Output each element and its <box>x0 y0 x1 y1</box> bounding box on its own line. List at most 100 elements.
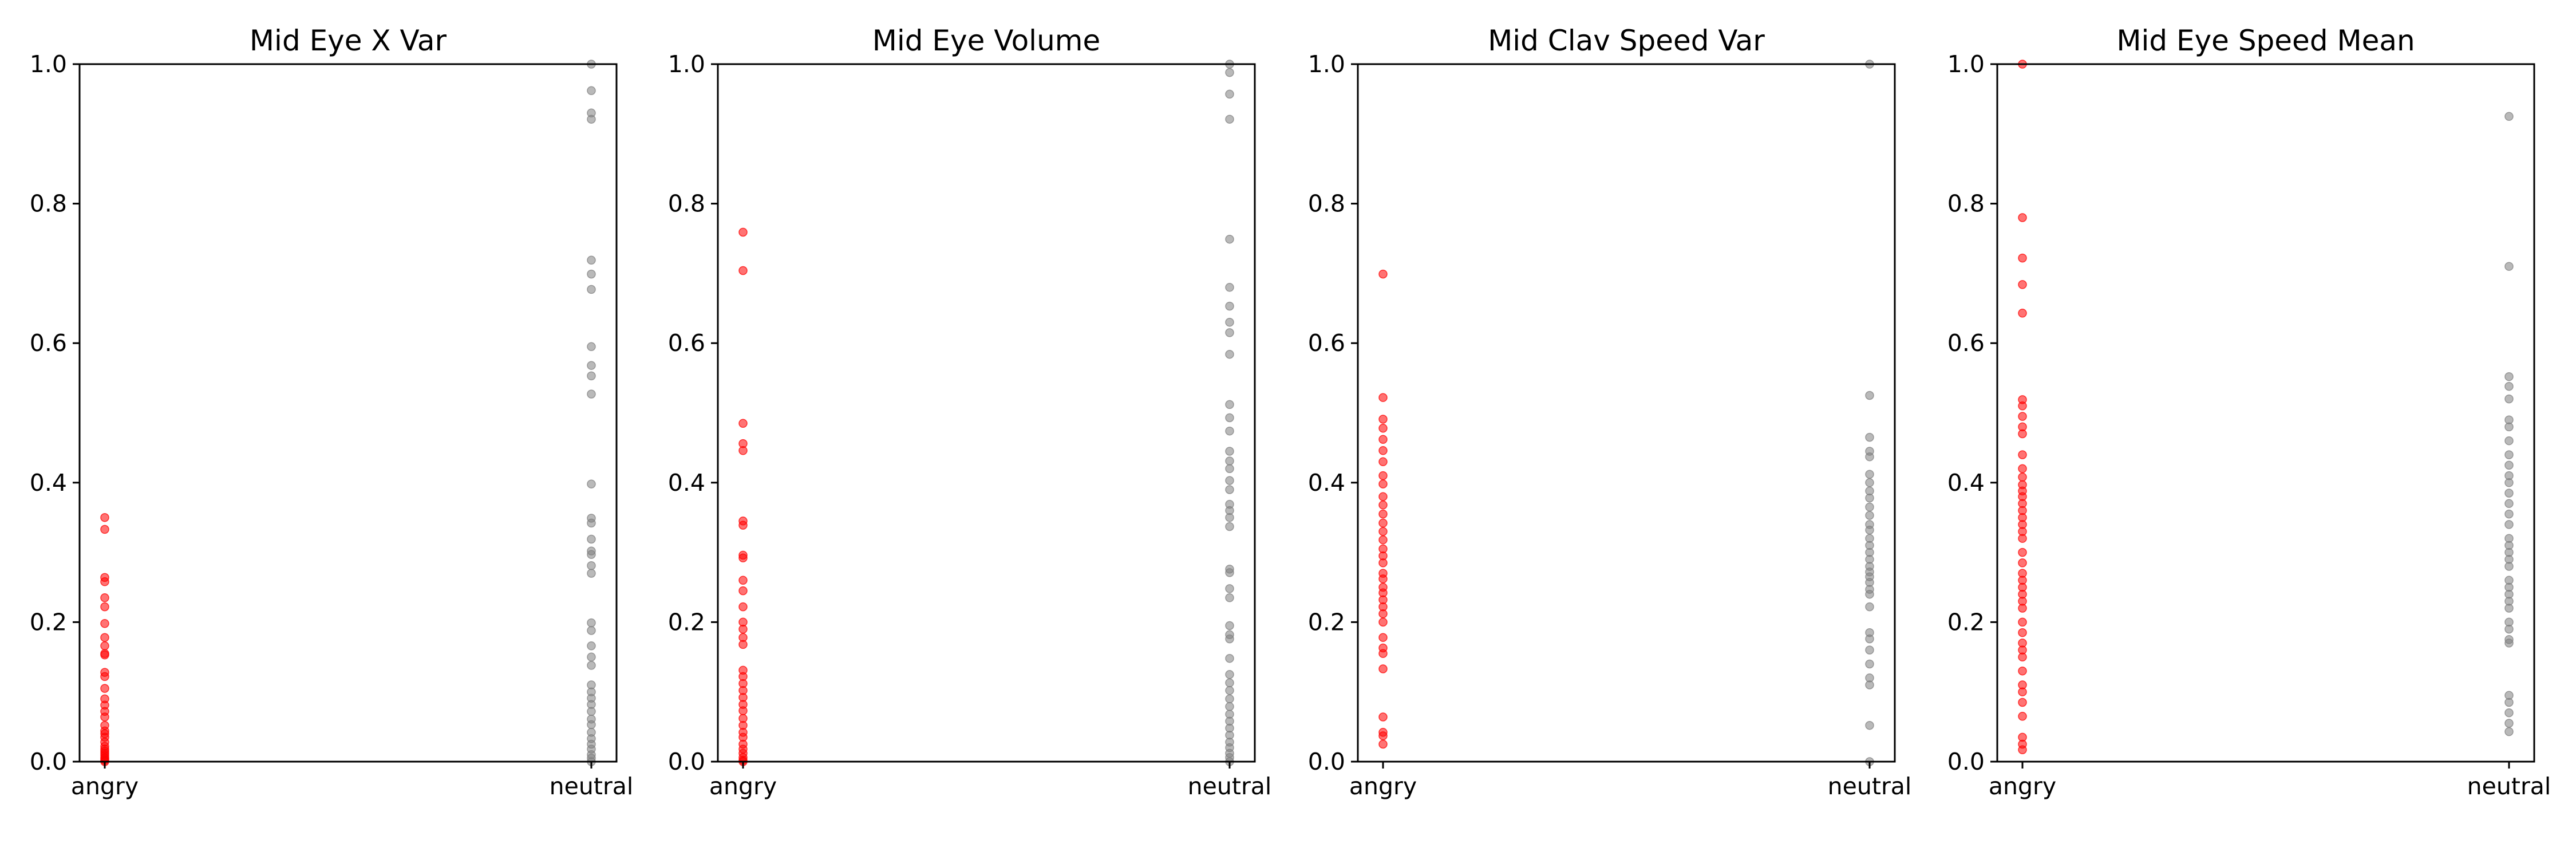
data-point-angry <box>1378 664 1388 673</box>
data-point-neutral <box>2504 488 2514 498</box>
data-point-neutral <box>587 361 596 370</box>
x-tick-label-angry: angry <box>71 773 139 800</box>
data-point-neutral <box>1225 621 1234 631</box>
panels: Mid Eye X Var 0.0 0.2 0.4 0.6 0.8 1.0 angry neut… <box>30 24 2551 800</box>
data-point-angry <box>2018 253 2027 263</box>
data-point-neutral <box>587 618 596 628</box>
data-point-neutral <box>587 371 596 381</box>
y-tick-label: 1.0 <box>1947 50 1985 78</box>
data-point-neutral <box>2504 727 2514 736</box>
chart-panel-2: Mid Eye Volume 0.0 0.2 0.4 0.6 0.8 1.0 angry neu… <box>668 24 1272 800</box>
data-point-neutral <box>2504 372 2514 381</box>
data-point-angry <box>1378 739 1388 749</box>
data-point-angry <box>1378 574 1388 584</box>
data-point-neutral <box>1225 400 1234 409</box>
data-point-neutral <box>587 707 596 716</box>
y-tick-label: 0.8 <box>1308 190 1345 218</box>
y-tick-label: 0.4 <box>1308 469 1345 497</box>
data-point-neutral <box>1225 115 1234 124</box>
data-point-neutral <box>1225 522 1234 531</box>
data-point-angry <box>738 602 748 612</box>
data-point-angry <box>100 650 109 660</box>
data-point-angry <box>1378 435 1388 444</box>
data-point-angry <box>738 266 748 275</box>
data-point-neutral <box>2504 381 2514 391</box>
data-point-angry <box>1378 415 1388 424</box>
y-tick-label: 0.8 <box>30 190 67 218</box>
data-point-neutral <box>587 269 596 279</box>
data-point-angry <box>2018 652 2027 662</box>
data-point-neutral <box>1225 301 1234 311</box>
data-point-neutral <box>2504 509 2514 519</box>
data-point-neutral <box>1225 68 1234 77</box>
data-point-angry <box>2018 604 2027 613</box>
data-point-angry <box>2018 687 2027 696</box>
data-point-neutral <box>1865 452 1874 462</box>
data-point-neutral <box>1225 485 1234 494</box>
data-point-neutral <box>1225 568 1234 577</box>
data-point-angry <box>2018 547 2027 557</box>
data-point-neutral <box>587 569 596 578</box>
chart-panel-3: Mid Clav Speed Var 0.0 0.2 0.4 0.6 0.8 1.0 angr… <box>1308 24 1912 800</box>
data-point-neutral <box>1225 413 1234 423</box>
y-tick-label: 1.0 <box>668 50 705 78</box>
data-point-neutral <box>1865 680 1874 689</box>
data-point-angry <box>100 633 109 642</box>
data-point-angry <box>1378 649 1388 658</box>
data-point-angry <box>2018 213 2027 222</box>
data-point-neutral <box>2504 639 2514 648</box>
data-point-angry <box>1378 509 1388 519</box>
data-point-neutral <box>1225 670 1234 679</box>
data-point-angry <box>1378 479 1388 488</box>
data-point-neutral <box>1225 447 1234 456</box>
y-tick-label: 0.2 <box>1308 608 1345 636</box>
data-point-neutral <box>2504 422 2514 432</box>
data-point-neutral <box>2504 112 2514 121</box>
data-point-angry <box>2018 558 2027 568</box>
data-point-neutral <box>1865 391 1874 400</box>
data-point-angry <box>1378 393 1388 402</box>
data-point-angry <box>2018 401 2027 411</box>
data-point-neutral <box>1865 589 1874 599</box>
data-point-angry <box>2018 472 2027 482</box>
y-tick-label: 0.6 <box>1947 329 1985 357</box>
data-point-angry <box>738 576 748 585</box>
chart-panel-4: Mid Eye Speed Mean 0.0 0.2 0.4 0.6 0.8 1.0 angr… <box>1947 24 2551 800</box>
data-point-neutral <box>1225 283 1234 292</box>
y-tick-label: 0.6 <box>668 329 705 357</box>
data-point-angry <box>2018 617 2027 627</box>
data-point-neutral <box>2504 460 2514 470</box>
data-point-neutral <box>1225 678 1234 688</box>
y-tick-label: 0.2 <box>668 608 705 636</box>
data-point-neutral <box>587 626 596 635</box>
y-tick-label: 0.0 <box>1947 748 1985 775</box>
y-tick-label: 1.0 <box>1308 50 1345 78</box>
chart-title: Mid Eye Volume <box>872 24 1100 57</box>
data-point-neutral <box>1225 464 1234 474</box>
data-point-angry <box>100 577 109 586</box>
data-point-angry <box>1378 617 1388 627</box>
data-point-neutral <box>1225 234 1234 244</box>
data-point-neutral <box>1865 645 1874 655</box>
data-point-angry <box>1378 731 1388 740</box>
data-point-neutral <box>1865 511 1874 520</box>
data-point-angry <box>738 586 748 596</box>
data-point-neutral <box>2504 262 2514 271</box>
data-point-neutral <box>587 652 596 662</box>
y-tick-label: 0.4 <box>668 469 705 497</box>
axes-frame <box>717 63 1256 763</box>
y-tick-label: 0.0 <box>1308 748 1345 775</box>
data-point-neutral <box>587 389 596 399</box>
x-tick-label-angry: angry <box>1349 773 1417 800</box>
data-point-neutral <box>2504 624 2514 634</box>
data-point-angry <box>2018 309 2027 318</box>
data-point-angry <box>2018 666 2027 676</box>
y-tick-label: 1.0 <box>30 50 67 78</box>
data-point-angry <box>100 619 109 628</box>
data-point-angry <box>1378 446 1388 455</box>
data-point-neutral <box>1225 513 1234 522</box>
series-angry <box>738 227 748 766</box>
axes-frame <box>1357 63 1896 763</box>
data-point-neutral <box>2504 562 2514 571</box>
